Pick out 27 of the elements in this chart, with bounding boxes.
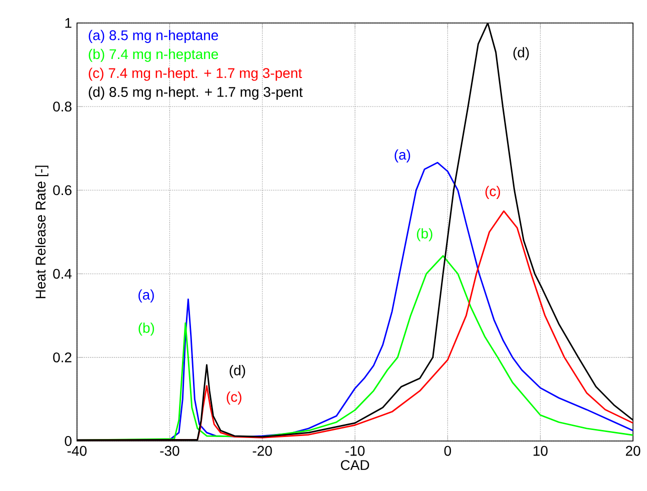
x-axis-title: CAD xyxy=(340,460,370,470)
text: (b) 7.4 mg n-heptane xyxy=(88,48,218,62)
x-tick-label: -20 xyxy=(252,446,272,456)
y-tick-label: 0 xyxy=(64,436,72,446)
y-axis-title: Heat Release Rate [-] xyxy=(35,166,48,298)
x-tick-label: 20 xyxy=(626,446,640,456)
y-tick-label: 0.6 xyxy=(53,185,72,196)
annotation: (a) xyxy=(394,149,410,162)
annotation: (c) xyxy=(226,392,242,405)
text: (a) 8.5 mg n-heptane xyxy=(88,30,218,43)
x-tick-label: -10 xyxy=(346,446,365,456)
y-tick-label: 1 xyxy=(65,18,72,28)
annotation: (b) xyxy=(416,228,432,242)
y-tick-label: 0.2 xyxy=(53,352,72,362)
annotation: (a) xyxy=(138,289,154,302)
x-tick-label: 10 xyxy=(534,446,548,456)
y-tick-label: 0.8 xyxy=(53,102,72,112)
y-tick-label: 0.4 xyxy=(53,268,72,279)
x-tick-label: 0 xyxy=(444,446,452,456)
text: (d) 8.5 mg n-hept. + 1.7 mg 3-pent xyxy=(88,86,303,100)
annotation: (d) xyxy=(230,365,246,378)
annotation: (b) xyxy=(138,322,154,336)
x-tick-label: -30 xyxy=(160,446,180,456)
annotation: (d) xyxy=(513,47,529,60)
x-tick-label: -40 xyxy=(68,446,87,456)
text: (c) 7.4 mg n-hept. + 1.7 mg 3-pent xyxy=(88,68,302,81)
annotation: (c) xyxy=(485,186,500,199)
